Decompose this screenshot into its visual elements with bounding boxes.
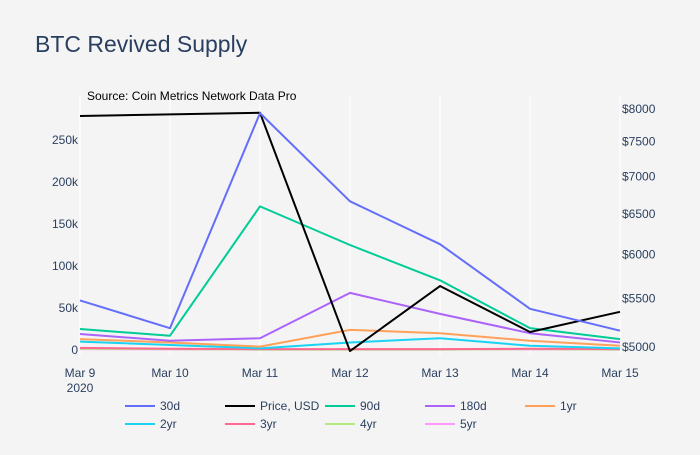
legend-label: 4yr [360,417,377,431]
y-left-tick-label: 100k [52,259,79,273]
legend-label: 1yr [560,399,577,413]
x-tick-label: Mar 10 [151,366,189,380]
legend-item[interactable]: 30d [125,399,180,413]
legend-item[interactable]: 180d [425,399,487,413]
y-left-tick-label: 250k [52,133,79,147]
x-tick-label: Mar 14 [511,366,549,380]
legend-label: 2yr [160,417,177,431]
chart-title: BTC Revived Supply [35,31,248,57]
x-tick-label: Mar 13 [421,366,459,380]
legend-item[interactable]: 90d [325,399,380,413]
y-right-tick-label: $5500 [622,292,656,306]
y-right-tick-label: $5000 [622,340,656,354]
y-right-tick-label: $7000 [622,170,656,184]
x-tick-label: Mar 9 [65,366,96,380]
y-right-tick-label: $6500 [622,207,656,221]
legend-item[interactable]: 3yr [225,417,277,431]
legend-label: 180d [460,399,487,413]
x-year-label: 2020 [67,381,94,395]
legend-label: 90d [360,399,380,413]
legend-item[interactable]: 1yr [525,399,577,413]
legend-item[interactable]: 2yr [125,417,177,431]
y-right-tick-label: $8000 [622,102,656,116]
legend-item[interactable]: 5yr [425,417,477,431]
y-right-tick-label: $7500 [622,135,656,149]
x-tick-label: Mar 11 [242,366,279,380]
legend-item[interactable]: 4yr [325,417,377,431]
source-annotation: Source: Coin Metrics Network Data Pro [87,89,297,103]
y-right-tick-label: $6000 [622,248,656,262]
y-left-tick-label: 200k [52,175,79,189]
y-left-tick-label: 150k [52,217,79,231]
x-tick-label: Mar 15 [601,366,639,380]
legend-label: Price, USD [260,399,320,413]
x-tick-label: Mar 12 [331,366,369,380]
y-left-tick-label: 0 [71,343,78,357]
legend-label: 30d [160,399,180,413]
legend-label: 5yr [460,417,477,431]
y-left-tick-label: 50k [59,301,79,315]
legend-item[interactable]: Price, USD [225,399,320,413]
legend-label: 3yr [260,417,277,431]
